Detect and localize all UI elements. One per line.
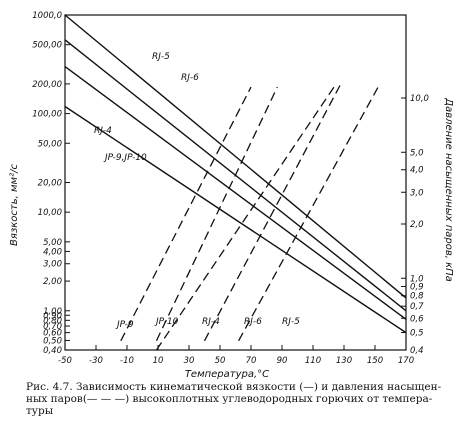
caption-line-2: ных паров(— — —) высокоплотных углеводор…	[26, 393, 433, 405]
label-vapor-jp9: JP-9	[115, 320, 134, 330]
left-tick-label: 500,00	[32, 41, 62, 51]
label-visc-rj4: RJ-4	[94, 126, 112, 136]
x-tick-label: -30	[89, 356, 103, 366]
caption-line-1: Рис. 4.7. Зависимость кинематической вяз…	[26, 381, 442, 393]
right-axis-ticks: 10,0 5,0 4,0 3,0 2,0 1,00,90,80,7 0,6 0,5 0,4	[401, 94, 429, 356]
y-axis-label-left: Вязкость, мм²/с	[9, 164, 20, 246]
left-tick-label: 3,00	[43, 260, 62, 270]
x-tick-label: 110	[305, 356, 321, 366]
left-tick-label: 200,00	[32, 80, 62, 90]
right-tick-label: 0,6	[410, 314, 424, 324]
right-tick-label: 0,9	[410, 283, 424, 293]
x-tick-label: 150	[367, 356, 383, 366]
left-tick-label: 0,40	[43, 346, 62, 356]
left-tick-label: 0,60	[43, 329, 62, 339]
label-vapor-rj6: RJ-6	[244, 317, 262, 327]
vapor-line-rj-5	[238, 86, 379, 342]
x-axis-ticks: -50 -30 -10 10 30 50 70 90 110 130 150 170	[58, 345, 414, 366]
right-tick-label: 3,0	[410, 188, 424, 198]
x-tick-label: 170	[398, 356, 414, 366]
left-tick-label: 0,50	[43, 336, 62, 346]
right-tick-label: 0,5	[410, 329, 424, 339]
right-tick-label: 0,4	[410, 346, 424, 356]
x-tick-label: 30	[184, 356, 195, 366]
label-vapor-rj5: RJ-5	[282, 317, 300, 327]
left-tick-label: 10,00	[38, 208, 62, 218]
right-tick-label: 5,0	[410, 148, 424, 158]
right-tick-label: 1,0	[410, 274, 424, 284]
label-visc-rj5: RJ-5	[152, 52, 170, 62]
x-tick-label: 90	[277, 356, 288, 366]
label-visc-jp9-jp10: JP-9,JP-10	[103, 153, 147, 163]
vapor-line-jp-10	[155, 86, 278, 342]
caption-line-3: туры	[26, 405, 54, 417]
left-tick-label: 50,00	[38, 139, 62, 149]
vapor-line-rj-4	[155, 83, 337, 351]
left-tick-label: 2,00	[43, 277, 62, 287]
x-axis-label: Температура,°C	[185, 369, 269, 380]
chart: 1000,0 500,00 200,00 100,00 50,00 20,00 10,00 5…	[9, 11, 454, 380]
figure-caption: Рис. 4.7. Зависимость кинематической вяз…	[26, 381, 444, 417]
left-tick-label: 0,70	[43, 322, 62, 332]
left-axis-ticks: 1000,0 500,00 200,00 100,00 50,00 20,00 10,00 5…	[32, 11, 70, 356]
viscosity-line-rj-5	[64, 14, 407, 299]
label-vapor-rj4: RJ-4	[202, 317, 220, 327]
y-axis-label-right: Давление насыщенных паров, кПа	[443, 97, 454, 282]
viscosity-line-rj-4	[64, 65, 407, 320]
vapor-pressure-lines	[120, 83, 379, 351]
left-tick-label: 5,00	[43, 238, 62, 248]
viscosity-line-jp-9-jp-10	[64, 105, 407, 334]
x-tick-label: 10	[153, 356, 164, 366]
left-tick-label: 4,00	[43, 247, 62, 257]
left-tick-label: 1,00	[43, 307, 62, 317]
x-tick-label: 70	[246, 356, 257, 366]
plot-border	[64, 14, 407, 351]
right-tick-label: 10,0	[410, 94, 429, 104]
right-tick-label: 2,0	[410, 220, 424, 230]
label-visc-rj6: RJ-6	[181, 73, 199, 83]
x-tick-label: -50	[58, 356, 72, 366]
left-tick-label: 20,00	[38, 179, 62, 189]
right-tick-label: 0,7	[410, 302, 424, 312]
left-tick-label: 100,00	[32, 110, 62, 120]
x-tick-label: 130	[336, 356, 352, 366]
vapor-line-rj-6	[203, 83, 342, 342]
left-tick-label: 0,90	[43, 311, 62, 321]
x-tick-label: 50	[215, 356, 226, 366]
right-tick-label: 0,8	[410, 292, 424, 302]
plot-frame	[64, 14, 407, 351]
right-tick-label: 4,0	[410, 166, 424, 176]
left-tick-label: 1000,0	[32, 11, 62, 21]
left-tick-label: 0,80	[43, 316, 62, 326]
x-tick-label: -10	[120, 356, 134, 366]
label-vapor-jp10: JP-10	[154, 317, 179, 327]
vapor-line-jp-9	[120, 86, 252, 342]
